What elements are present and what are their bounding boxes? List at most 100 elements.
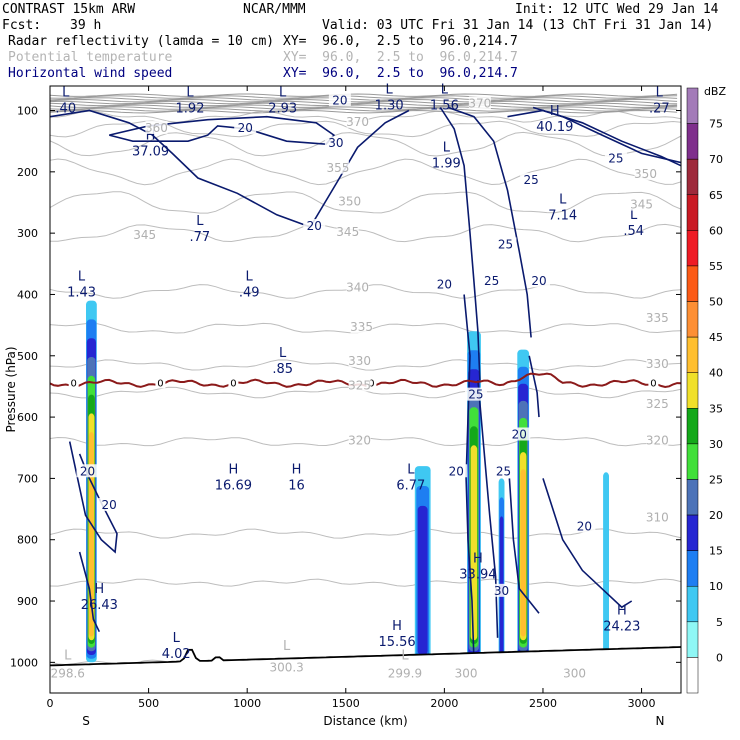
contour-label-bg <box>520 173 543 187</box>
wind-extremum-value: .85 <box>272 362 293 377</box>
colorbar-swatch <box>686 657 699 694</box>
colorbar-level-label: 75 <box>709 118 723 131</box>
init-time: Init: 12 UTC Wed 29 Jan 14 <box>515 2 719 17</box>
contour-label-bg <box>348 378 371 392</box>
colorbar-level-label: 15 <box>709 545 723 558</box>
theta-stratosphere-line <box>50 93 678 97</box>
freezing-label-bg <box>68 377 79 389</box>
colorbar-swatch <box>686 194 699 231</box>
wind-contour-line-11 <box>68 441 118 554</box>
contour-label-bg <box>346 114 369 128</box>
terrain-line <box>50 646 681 667</box>
contour-label-theta: 370 <box>346 115 369 129</box>
wind-extremum-value: 33.94 <box>459 567 496 582</box>
wind-extremum-value: .49 <box>239 285 260 300</box>
colorbar-swatch <box>686 230 699 267</box>
wind-extremum-type: H <box>292 462 302 477</box>
theta-line-310 <box>50 578 681 587</box>
wind-extremum-value: 24.23 <box>603 619 640 634</box>
center-label: NCAR/MMM <box>243 2 306 17</box>
theta-extremum-type: L <box>401 648 409 663</box>
contour-label-bg <box>494 237 517 251</box>
contour-label-bg <box>445 464 468 478</box>
wind-extremum-value: 6.77 <box>396 478 425 493</box>
field-name-reflectivity: Radar reflectivity (lamda = 10 cm) <box>8 34 275 49</box>
wind-extremum-value: 1.56 <box>430 98 459 113</box>
contour-label-theta: 320 <box>348 434 371 448</box>
wind-extremum-type: L <box>443 141 451 156</box>
field-name-theta: Potential temperature <box>8 50 173 65</box>
contour-label-theta: 345 <box>133 228 156 242</box>
contour-label-bg <box>604 151 627 165</box>
contour-label-bg <box>646 310 669 324</box>
contour-label-wind: 25 <box>498 237 513 251</box>
theta-line-350 <box>50 191 681 214</box>
theta-stratosphere-line <box>50 104 678 109</box>
terrain <box>50 646 681 693</box>
wind-extremum-type: L <box>630 208 638 223</box>
wind-extremum-value: 37.09 <box>132 144 169 159</box>
contour-label-bg <box>464 387 487 401</box>
contour-label-theta: 300 <box>563 667 586 681</box>
wind-extremum-type: L <box>559 193 567 208</box>
y-tick-label: 700 <box>17 472 38 485</box>
contour-label-theta: 350 <box>634 167 657 181</box>
wind-extremum-value: 40.19 <box>536 120 573 135</box>
x-tick-label: 3000 <box>628 697 656 710</box>
wind-contour-line-3 <box>448 106 532 338</box>
contour-label-bg <box>563 666 586 680</box>
freezing-level-label: 0 <box>368 378 374 389</box>
colorbar-swatch <box>686 408 699 445</box>
theta-stratosphere-line <box>50 100 678 105</box>
contour-label-theta: 298.6 <box>51 667 85 681</box>
contour-label-bg <box>492 464 515 478</box>
theta-stratosphere-line <box>50 106 678 110</box>
x-tick-label: 2000 <box>430 697 458 710</box>
contour-label-wind: 20 <box>531 274 546 288</box>
contour-label-theta: 299.9 <box>388 667 422 681</box>
contour-label-theta: 370 <box>468 96 491 110</box>
theta-extremum-type: L <box>64 648 72 663</box>
y-tick-label: 500 <box>17 350 38 363</box>
fcst-value: 39 h <box>70 18 102 33</box>
contour-label-wind: 25 <box>496 464 511 478</box>
colorbar-swatch <box>686 479 699 516</box>
contour-label-bg <box>346 280 369 294</box>
wind-extremum-value: .77 <box>190 230 211 245</box>
contour-label-theta: 330 <box>646 357 669 371</box>
colorbar: dBZ 0 5 10 15 20 25 30 35 40 45 50 55 60 65 70 75 <box>686 85 726 694</box>
contour-label-wind: 20 <box>307 219 322 233</box>
contour-label-theta: 320 <box>646 434 669 448</box>
wind-extremum-type: H <box>228 462 238 477</box>
contour-label-theta: 345 <box>630 198 653 212</box>
contour-label-bg <box>303 219 326 233</box>
colorbar-swatch <box>686 372 699 409</box>
wind-extremum-type: L <box>173 631 181 646</box>
colorbar-level-label: 55 <box>709 260 723 273</box>
contour-label-theta: 360 <box>145 121 168 135</box>
contour-label-bg <box>328 93 351 107</box>
theta-stratosphere-line <box>50 98 678 103</box>
wind-extremum-type: L <box>656 85 664 100</box>
wind-extremum-type: L <box>62 85 70 100</box>
contour-label-bg <box>646 396 669 410</box>
contour-label-bg <box>455 666 478 680</box>
contour-label-bg <box>275 660 298 674</box>
valid-time: Valid: 03 UTC Fri 31 Jan 14 (13 ChT Fri … <box>322 18 714 33</box>
colorbar-level-label: 70 <box>709 153 723 166</box>
contour-label-bg <box>324 136 347 150</box>
y-tick-label: 1000 <box>10 656 38 669</box>
wind-extremum-type: H <box>617 603 627 618</box>
colorbar-level-label: 60 <box>709 224 723 237</box>
field-name-wind: Horizontal wind speed <box>8 66 173 81</box>
contour-label-bg <box>393 666 416 680</box>
x-axis-label: Distance (km) <box>323 714 407 728</box>
wind-extremum-value: 1.99 <box>432 157 461 172</box>
colorbar-swatch <box>686 336 699 373</box>
y-tick-label: 400 <box>17 288 38 301</box>
y-tick-label: 200 <box>17 166 38 179</box>
contour-label-wind: 25 <box>608 152 623 166</box>
theta-line-315 <box>50 528 681 539</box>
freezing-label-bg <box>228 377 239 389</box>
contour-label-theta: 330 <box>348 354 371 368</box>
